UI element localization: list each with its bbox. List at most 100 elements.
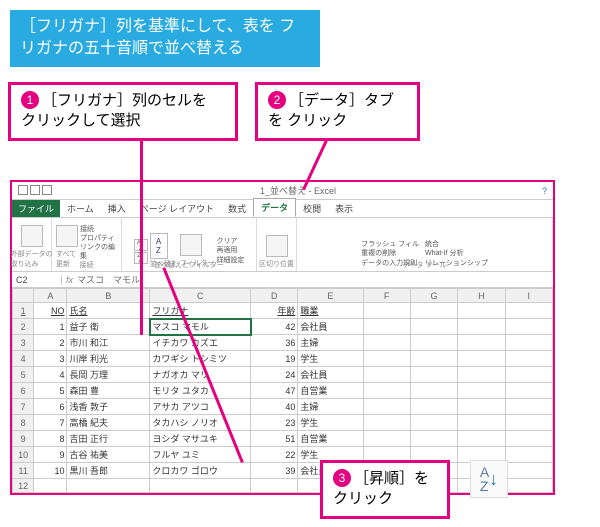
cell[interactable]: イチカワ カズエ — [150, 335, 251, 351]
col-header-E[interactable]: E — [298, 289, 363, 303]
get-external-data-button[interactable] — [21, 225, 43, 247]
cell[interactable]: 古谷 祐美 — [67, 447, 150, 463]
cell[interactable] — [363, 399, 410, 415]
cell[interactable]: 51 — [251, 431, 298, 447]
col-header-H[interactable]: H — [458, 289, 505, 303]
cell[interactable]: マスコ マモル — [150, 319, 251, 335]
row-header[interactable]: 7 — [13, 399, 34, 415]
cell[interactable] — [410, 415, 457, 431]
tab-data[interactable]: データ — [253, 198, 296, 217]
cell[interactable]: 24 — [251, 367, 298, 383]
flash-fill-button[interactable]: フラッシュ フィル — [361, 240, 419, 250]
cell[interactable] — [363, 303, 410, 319]
refresh-all-button[interactable] — [56, 225, 78, 247]
cell[interactable]: 主婦 — [298, 399, 363, 415]
cell[interactable]: タカハシ ノリオ — [150, 415, 251, 431]
tab-view[interactable]: 表示 — [328, 200, 360, 217]
cell[interactable] — [363, 351, 410, 367]
tab-file[interactable]: ファイル — [12, 200, 60, 217]
row-header[interactable]: 6 — [13, 383, 34, 399]
row-header[interactable]: 9 — [13, 431, 34, 447]
cell[interactable] — [410, 303, 457, 319]
row-header[interactable]: 3 — [13, 335, 34, 351]
cell[interactable] — [458, 367, 505, 383]
sort-button[interactable]: A Z — [150, 233, 168, 259]
cell[interactable] — [458, 335, 505, 351]
edit-links-link[interactable]: リンクの編集 — [80, 243, 117, 261]
cell[interactable] — [458, 383, 505, 399]
cell[interactable] — [458, 431, 505, 447]
cell[interactable] — [505, 399, 552, 415]
cell[interactable]: 5 — [34, 383, 67, 399]
cell[interactable]: 学生 — [298, 415, 363, 431]
tab-insert[interactable]: 挿入 — [101, 200, 133, 217]
cell[interactable]: 36 — [251, 335, 298, 351]
cell[interactable] — [458, 415, 505, 431]
cell[interactable] — [410, 335, 457, 351]
help-icon[interactable]: ? — [542, 186, 547, 196]
whatif-button[interactable]: What-If 分析 — [425, 249, 488, 259]
tab-home[interactable]: ホーム — [60, 200, 101, 217]
cell[interactable]: 長岡 万理 — [67, 367, 150, 383]
row-header[interactable]: 11 — [13, 463, 34, 479]
cell[interactable]: 自営業 — [298, 431, 363, 447]
name-box[interactable]: C2 — [12, 275, 62, 285]
select-all-corner[interactable] — [13, 289, 34, 303]
cell[interactable]: 吉田 正行 — [67, 431, 150, 447]
cell[interactable]: 氏名 — [67, 303, 150, 319]
remove-duplicates-button[interactable]: 重複の削除 — [361, 249, 419, 259]
formula-bar[interactable]: fxマスコ マモル — [62, 273, 553, 286]
cell[interactable]: クロカワ ゴロウ — [150, 463, 251, 479]
cell[interactable]: 39 — [251, 463, 298, 479]
cell[interactable] — [505, 383, 552, 399]
cell[interactable] — [458, 399, 505, 415]
col-header-A[interactable]: A — [34, 289, 67, 303]
row-header[interactable]: 10 — [13, 447, 34, 463]
cell[interactable]: 森田 豊 — [67, 383, 150, 399]
filter-clear[interactable]: クリア — [216, 237, 244, 246]
properties-link[interactable]: プロパティ — [80, 234, 117, 243]
cell[interactable]: アサカ アツコ — [150, 399, 251, 415]
cell[interactable]: 1 — [34, 319, 67, 335]
cell[interactable]: 黒川 吾郎 — [67, 463, 150, 479]
row-header[interactable]: 2 — [13, 319, 34, 335]
cell[interactable]: 10 — [34, 463, 67, 479]
row-header[interactable]: 1 — [13, 303, 34, 319]
cell[interactable]: 年齢 — [251, 303, 298, 319]
row-header[interactable]: 5 — [13, 367, 34, 383]
row-header[interactable]: 8 — [13, 415, 34, 431]
col-header-B[interactable]: B — [67, 289, 150, 303]
cell[interactable] — [458, 351, 505, 367]
cell[interactable]: 47 — [251, 383, 298, 399]
cell[interactable] — [34, 479, 67, 493]
cell[interactable]: ナガオカ マリ — [150, 367, 251, 383]
cell[interactable]: 会社員 — [298, 319, 363, 335]
cell[interactable]: 8 — [34, 431, 67, 447]
cell[interactable]: 4 — [34, 367, 67, 383]
cell[interactable] — [410, 351, 457, 367]
text-to-columns-button[interactable] — [266, 235, 288, 257]
col-header-D[interactable]: D — [251, 289, 298, 303]
cell[interactable] — [458, 319, 505, 335]
cell[interactable] — [505, 463, 552, 479]
cell[interactable] — [363, 367, 410, 383]
cell[interactable]: 川岸 利光 — [67, 351, 150, 367]
connections-link[interactable]: 接続 — [80, 225, 117, 234]
cell[interactable]: 9 — [34, 447, 67, 463]
cell[interactable]: 会社員 — [298, 367, 363, 383]
tab-formulas[interactable]: 数式 — [221, 200, 253, 217]
cell[interactable] — [505, 319, 552, 335]
cell[interactable]: 学生 — [298, 351, 363, 367]
cell[interactable]: 6 — [34, 399, 67, 415]
cell[interactable] — [363, 431, 410, 447]
cell[interactable]: 高橋 紀夫 — [67, 415, 150, 431]
cell[interactable] — [505, 367, 552, 383]
consolidate-button[interactable]: 統合 — [425, 240, 488, 250]
cell[interactable]: NO — [34, 303, 67, 319]
cell[interactable] — [505, 303, 552, 319]
row-header[interactable]: 12 — [13, 479, 34, 493]
row-header[interactable]: 4 — [13, 351, 34, 367]
cell[interactable] — [363, 383, 410, 399]
cell[interactable]: 自営業 — [298, 383, 363, 399]
cell[interactable]: 40 — [251, 399, 298, 415]
